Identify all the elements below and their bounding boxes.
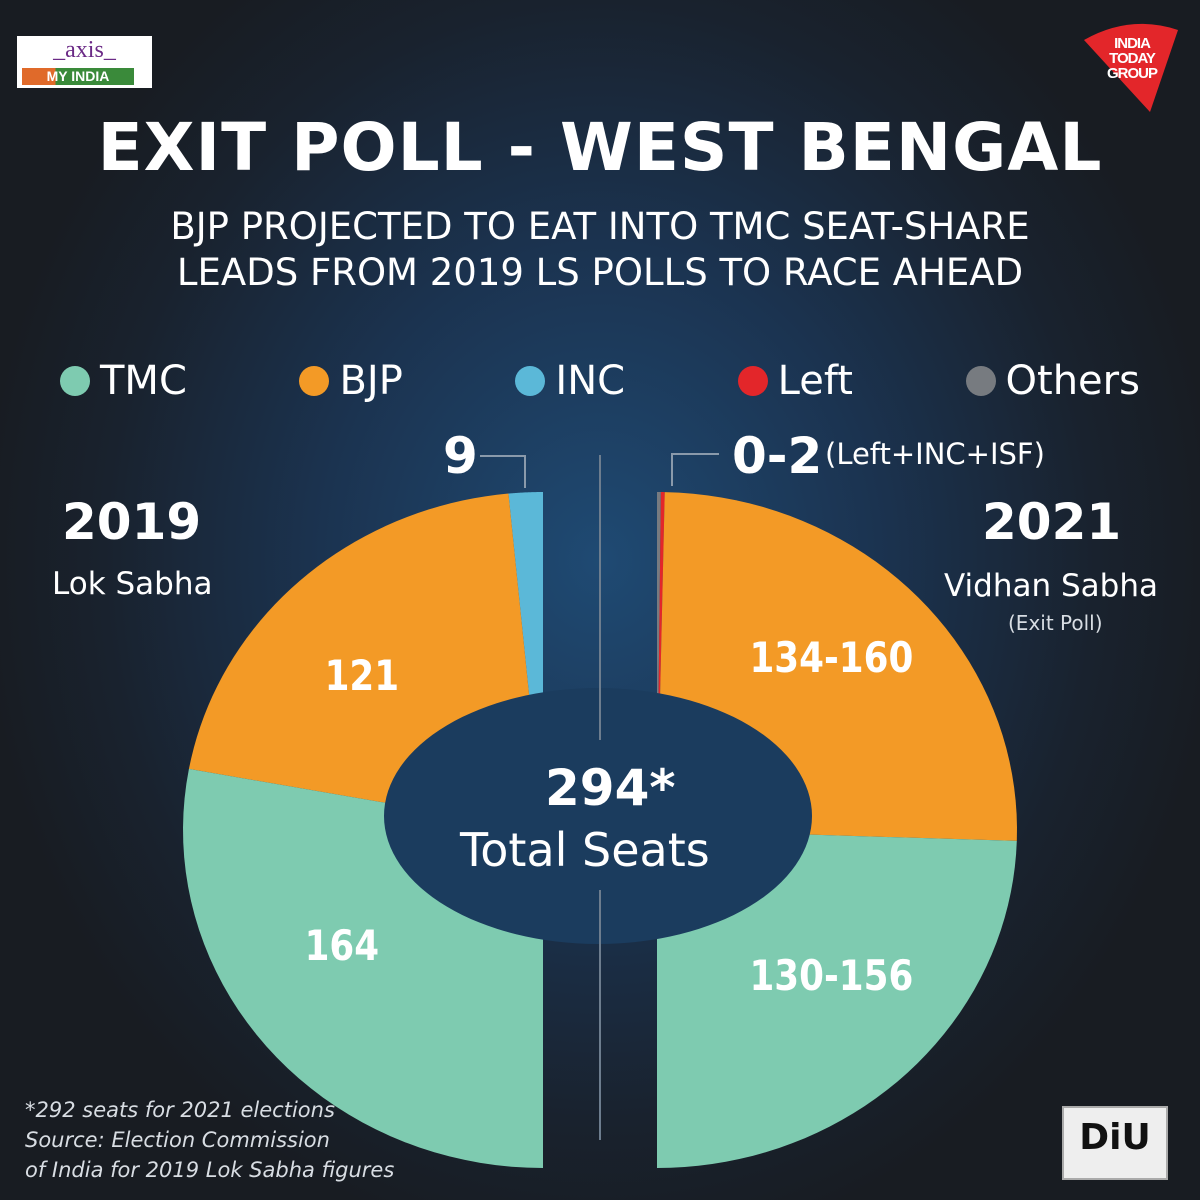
legend-item-inc: INC: [515, 356, 625, 406]
legend-item-others: Others: [965, 356, 1140, 406]
subtitle-2019: Lok Sabha: [52, 566, 213, 602]
label-bjp-2019: 121: [324, 651, 400, 700]
india-today-logo: INDIA TODAY GROUP: [1080, 22, 1180, 114]
subtitle-line-2: LEADS FROM 2019 LS POLLS TO RACE AHEAD: [176, 251, 1024, 294]
inc-leader-line: [480, 455, 526, 488]
label-inc-2019: 9: [443, 427, 478, 485]
footnote-line: *292 seats for 2021 elections: [25, 1098, 335, 1122]
label-bjp-2021: 134-160: [749, 633, 914, 682]
footnote-line: of India for 2019 Lok Sabha figures: [25, 1158, 395, 1182]
exit-poll-note: (Exit Poll): [1008, 611, 1103, 635]
year-2021: 2021: [982, 493, 1122, 551]
footnote-line: Source: Election Commission: [25, 1128, 330, 1152]
year-2019: 2019: [62, 493, 202, 551]
legend-label: Left: [777, 358, 853, 404]
inc-dot-icon: [515, 366, 546, 396]
legend-label: TMC: [100, 358, 187, 404]
legend-item-left: Left: [737, 356, 853, 406]
legend-label: Others: [1005, 358, 1140, 404]
total-seats-value: 294*: [545, 759, 676, 817]
legend-item-tmc: TMC: [60, 356, 187, 406]
tmc-dot-icon: [60, 366, 90, 396]
page-title: EXIT POLL - WEST BENGAL: [97, 109, 1103, 186]
callout-text: (Left+INC+ISF): [825, 437, 1045, 471]
legend-label: INC: [555, 358, 626, 404]
bjp-dot-icon: [299, 366, 330, 396]
others-dot-icon: [965, 366, 996, 396]
center-hole: [384, 688, 812, 944]
diu-logo: DiU: [1062, 1106, 1168, 1180]
legend-label: BJP: [339, 358, 403, 404]
subtitle-line-1: BJP PROJECTED TO EAT INTO TMC SEAT-SHARE: [170, 205, 1030, 248]
label-tmc-2019: 164: [304, 921, 380, 970]
slice-tmc-2021: [657, 830, 1017, 1168]
legend-item-bjp: BJP: [299, 356, 403, 406]
left-leader-line: [671, 453, 719, 486]
axis-my-india-logo: _axis_ MY INDIA: [17, 36, 152, 88]
left-dot-icon: [737, 366, 768, 396]
label-tmc-2021: 130-156: [749, 951, 914, 1000]
label-callout-2021: 0-2: [732, 427, 823, 485]
footnote: *292 seats for 2021 elections Source: El…: [25, 1095, 394, 1185]
total-seats-text: Total Seats: [460, 823, 710, 877]
legend: TMC BJP INC Left Others: [60, 356, 1140, 406]
subtitle-2021: Vidhan Sabha: [944, 568, 1158, 604]
